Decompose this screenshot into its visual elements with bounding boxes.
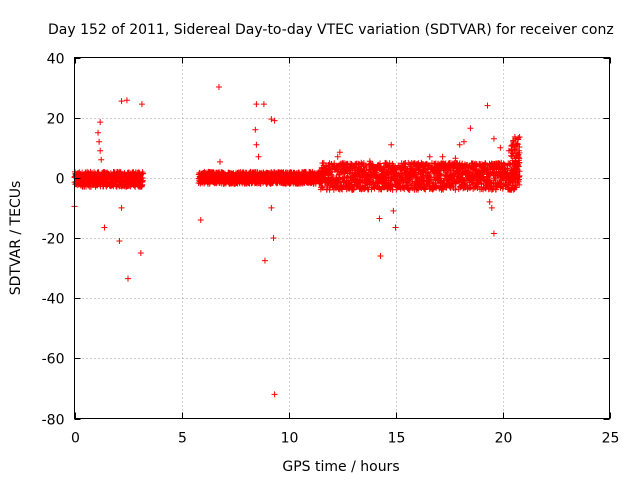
- data-point: [513, 167, 520, 174]
- x-axis-label: GPS time / hours: [282, 459, 399, 475]
- data-point-outlier: [510, 138, 517, 145]
- data-point: [516, 155, 523, 162]
- x-tick-label: 25: [602, 431, 620, 447]
- data-point-outlier: [137, 250, 144, 257]
- data-point-outlier: [497, 144, 504, 151]
- data-point-outlier: [467, 125, 474, 132]
- data-point-outlier: [358, 159, 365, 166]
- data-point: [362, 162, 369, 169]
- data-point-outlier: [486, 198, 493, 205]
- data-point-outlier: [392, 224, 399, 231]
- data-point: [515, 135, 522, 142]
- data-point: [516, 133, 523, 140]
- data-point: [139, 177, 146, 184]
- x-tick-label: 5: [178, 431, 187, 447]
- data-point-outlier: [505, 147, 512, 154]
- data-point-outlier: [388, 141, 395, 148]
- data-point-outlier: [390, 207, 397, 214]
- data-point: [388, 182, 395, 189]
- data-point-outlier: [268, 204, 275, 211]
- data-point: [139, 170, 146, 177]
- data-point-outlier: [101, 224, 108, 231]
- data-point: [511, 146, 518, 153]
- data-point-outlier: [490, 230, 497, 237]
- y-tick-label: -40: [42, 292, 65, 308]
- data-point: [516, 149, 523, 156]
- x-tick-label: 15: [388, 431, 406, 447]
- data-point-outlier: [439, 153, 446, 160]
- data-point: [515, 174, 522, 181]
- data-point: [438, 177, 445, 184]
- y-tick-label: 0: [56, 172, 65, 188]
- y-tick-label: 40: [47, 52, 65, 68]
- data-point-outlier: [334, 153, 341, 160]
- data-point: [319, 184, 326, 191]
- data-point-outlier: [261, 257, 268, 264]
- y-axis-label: SDTVAR / TECUs: [8, 181, 24, 296]
- data-point: [509, 150, 516, 157]
- data-point-outlier: [125, 275, 131, 282]
- data-point: [377, 163, 384, 170]
- data-point: [514, 163, 521, 170]
- data-point: [361, 185, 368, 192]
- data-point-outlier: [138, 101, 145, 108]
- data-point-outlier: [116, 238, 123, 245]
- data-point: [400, 178, 407, 185]
- data-point-outlier: [488, 204, 495, 211]
- data-point-outlier: [123, 97, 130, 104]
- data-point: [474, 183, 481, 190]
- data-point-outlier: [426, 153, 433, 160]
- data-point-outlier: [484, 102, 491, 109]
- y-tick-label: 20: [47, 112, 65, 128]
- data-point-outlier: [215, 83, 222, 90]
- data-point: [368, 184, 375, 191]
- data-point-outlier: [376, 215, 383, 222]
- data-point-outlier: [118, 204, 125, 211]
- data-point-outlier: [452, 155, 459, 162]
- x-tick-label: 20: [495, 431, 513, 447]
- x-tick-label: 10: [281, 431, 299, 447]
- data-point: [514, 171, 521, 178]
- data-point: [466, 185, 473, 192]
- data-point-outlier: [97, 119, 104, 126]
- data-point: [440, 186, 447, 193]
- data-point-outlier: [95, 129, 102, 136]
- data-point: [328, 171, 335, 178]
- data-point: [424, 161, 431, 168]
- y-tick-label: -60: [42, 352, 65, 368]
- data-point-outlier: [252, 126, 259, 133]
- data-point-outlier: [271, 391, 278, 398]
- data-point: [516, 144, 523, 151]
- data-point-outlier: [366, 158, 373, 165]
- data-point-outlier: [271, 117, 278, 124]
- chart-title: Day 152 of 2011, Sidereal Day-to-day VTE…: [48, 22, 614, 38]
- y-tick-label: -20: [42, 232, 65, 248]
- data-point-outlier: [96, 138, 103, 145]
- data-point-outlier: [490, 135, 497, 142]
- x-tick-label: 0: [71, 431, 80, 447]
- data-point: [425, 169, 432, 176]
- data-point-outlier: [197, 216, 204, 223]
- data-point-outlier: [97, 147, 104, 154]
- data-point-outlier: [268, 116, 275, 123]
- data-point-outlier: [253, 101, 260, 108]
- data-point: [319, 183, 326, 190]
- data-point-outlier: [98, 156, 105, 163]
- y-tick-label: -80: [42, 413, 65, 429]
- data-point: [516, 181, 523, 188]
- data-point: [452, 186, 459, 193]
- data-point-outlier: [336, 149, 343, 156]
- data-point-outlier: [260, 101, 267, 108]
- data-point-outlier: [217, 158, 224, 165]
- data-point: [501, 161, 508, 168]
- data-point-outlier: [377, 253, 384, 260]
- data-point-outlier: [460, 138, 467, 145]
- data-point-outlier: [456, 141, 463, 148]
- data-point-outlier: [253, 141, 260, 148]
- data-point-outlier: [255, 153, 262, 160]
- data-point-outlier: [270, 235, 277, 241]
- data-point-outlier: [118, 98, 125, 105]
- data-point: [437, 170, 444, 177]
